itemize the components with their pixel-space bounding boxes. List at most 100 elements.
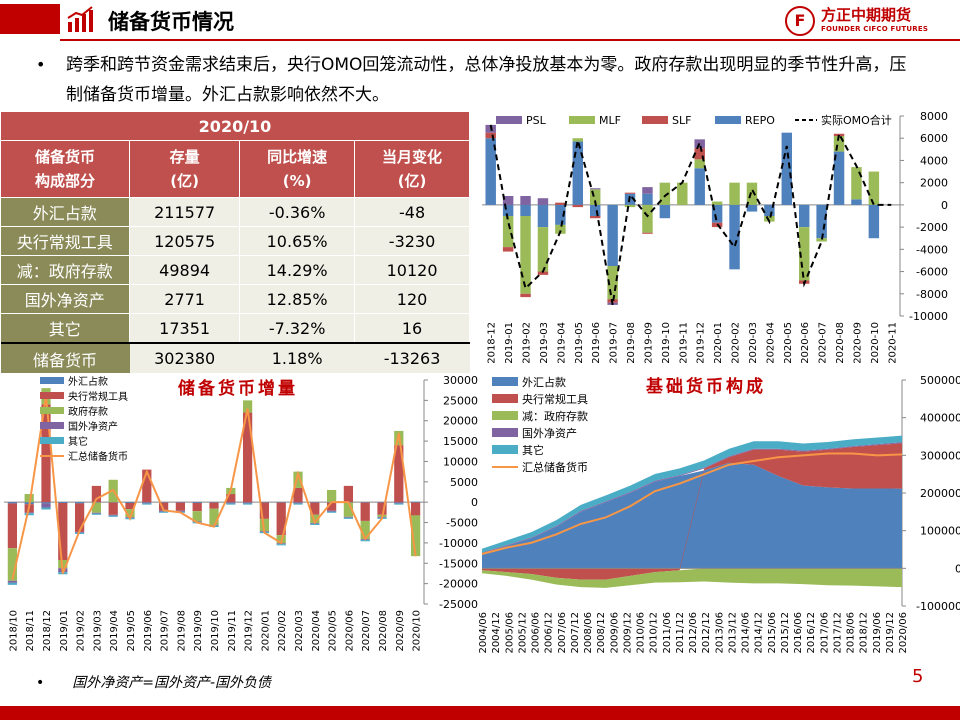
bar-国外净资产	[226, 502, 236, 504]
row-change: -3230	[354, 226, 470, 256]
legend-label: MLF	[599, 114, 621, 127]
x-tick-label: 2019-01	[504, 322, 515, 364]
header-line1: 存量	[169, 148, 200, 166]
x-tick-label: 2019/05	[126, 610, 137, 652]
y-tick-label: -4000	[916, 243, 948, 256]
bar-PSL	[642, 187, 653, 194]
table-row: 国外净资产 2771 12.85% 120	[0, 284, 470, 314]
table-row: 外汇占款 211577 -0.36% -48	[0, 197, 470, 227]
x-tick-label: 2018/11	[25, 610, 36, 652]
chart-title: 基础货币构成	[645, 376, 766, 397]
row-yoy: -7.32%	[239, 313, 356, 344]
bar-REPO	[659, 204, 671, 219]
bar-MLF	[572, 138, 584, 142]
x-tick-label: 2006/06	[531, 612, 542, 654]
y-tick-label: 15000	[443, 435, 478, 448]
bar-其它	[158, 511, 169, 513]
bar-MLF	[502, 216, 514, 248]
legend-label: 其它	[522, 443, 544, 457]
y-tick-label: 100000	[920, 525, 960, 538]
bar-外汇占款	[276, 502, 286, 503]
bar-央行常规工具	[310, 502, 320, 515]
bar-外汇占款	[58, 502, 68, 503]
bar-政府存款	[259, 518, 270, 532]
bar-REPO	[711, 204, 723, 223]
header-line2: (亿)	[397, 172, 427, 190]
legend-swatch	[40, 392, 64, 399]
table-row: 其它 17351 -7.32% 16	[0, 313, 470, 344]
bar-国外净资产	[41, 503, 51, 508]
x-tick-label: 2020-03	[748, 322, 759, 364]
x-tick-label: 2006/12	[544, 612, 555, 654]
x-tick-label: 2018/12	[42, 610, 53, 652]
legend-swatch	[492, 411, 518, 420]
bar-政府存款	[7, 548, 18, 581]
bar-其它	[7, 582, 18, 585]
x-tick-label: 2020/06	[344, 610, 355, 652]
x-tick-label: 2019/04	[109, 610, 120, 652]
bar-外汇占款	[175, 502, 186, 503]
bar-国外净资产	[242, 502, 253, 504]
x-tick-label: 2019/06	[143, 610, 154, 652]
bar-国外净资产	[7, 580, 18, 583]
header-line2: (%)	[282, 172, 312, 190]
table-row: 央行常规工具 120575 10.65% -3230	[0, 226, 470, 256]
series-line	[481, 452, 903, 555]
bar-央行常规工具	[326, 502, 337, 511]
x-tick-label: 2019-03	[539, 322, 550, 364]
bar-国外净资产	[108, 514, 118, 516]
bar-央行常规工具	[108, 502, 118, 515]
bar-REPO	[851, 199, 862, 205]
bar-央行常规工具	[293, 487, 303, 503]
x-tick-label: 2005/06	[504, 612, 515, 654]
row-label: 央行常规工具	[0, 226, 131, 256]
legend-swatch	[492, 394, 518, 403]
x-tick-label: 2019-09	[643, 322, 654, 364]
area-外汇占款	[482, 462, 902, 569]
company-logo: F 方正中期期货 FOUNDER CIFCO FUTURES	[785, 4, 955, 40]
bar-MLF	[677, 182, 688, 205]
bar-MLF	[555, 224, 566, 234]
x-tick-label: 2020/05	[328, 610, 339, 652]
bar-REPO	[555, 204, 566, 225]
x-tick-label: 2018/12	[859, 612, 870, 654]
table-period: 2020/10	[0, 111, 470, 141]
legend-swatch	[642, 116, 668, 124]
x-tick-label: 2015/06	[767, 612, 778, 654]
bar-SLF	[555, 202, 566, 205]
bar-政府存款	[91, 502, 102, 513]
bar-REPO	[729, 204, 740, 270]
x-tick-label: 2008/06	[583, 612, 594, 654]
bar-央行常规工具	[242, 412, 253, 503]
x-tick-label: 2020/09	[395, 610, 406, 652]
x-tick-label: 2020/07	[361, 610, 372, 652]
y-tick-label: 10000	[443, 455, 478, 468]
x-tick-label: 2019/01	[59, 610, 70, 652]
legend-swatch	[492, 445, 518, 454]
legend-label: 汇总储备货币	[68, 450, 128, 463]
y-tick-label: -100000	[916, 600, 960, 613]
bullet-text: 跨季和跨节资金需求结束后，央行OMO回笼流动性，总体净投放基本为零。政府存款出现…	[66, 55, 907, 105]
bar-外汇占款	[74, 502, 85, 504]
footnote-bullet-icon: •	[36, 675, 45, 691]
bar-其它	[91, 513, 102, 515]
row-stock: 49894	[129, 255, 241, 285]
reserve-table-grid: 2020/10 储备货币 构成部分 存量 (亿) 同比增速 (%) 当月变化 (亿) 外…	[0, 111, 470, 373]
legend-label: 国外净资产	[68, 420, 118, 433]
table-header-cell: 当月变化 (亿)	[354, 140, 470, 198]
x-tick-label: 2019-12	[696, 322, 707, 364]
y-tick-label: 300000	[920, 449, 960, 462]
bar-其它	[410, 501, 421, 503]
x-tick-label: 2014/12	[754, 612, 765, 654]
bar-MLF	[764, 216, 775, 222]
y-tick-label: 5000	[450, 476, 478, 489]
x-tick-label: 2019-10	[661, 322, 672, 364]
bar-政府存款	[125, 509, 135, 518]
legend-label: 央行常规工具	[68, 390, 128, 403]
bar-其它	[242, 503, 253, 505]
legend-label: PSL	[526, 114, 547, 127]
x-tick-label: 2011/12	[675, 612, 686, 654]
bar-央行常规工具	[276, 502, 286, 536]
x-tick-label: 2020-05	[783, 322, 794, 364]
table-header-cell: 同比增速 (%)	[239, 140, 356, 198]
